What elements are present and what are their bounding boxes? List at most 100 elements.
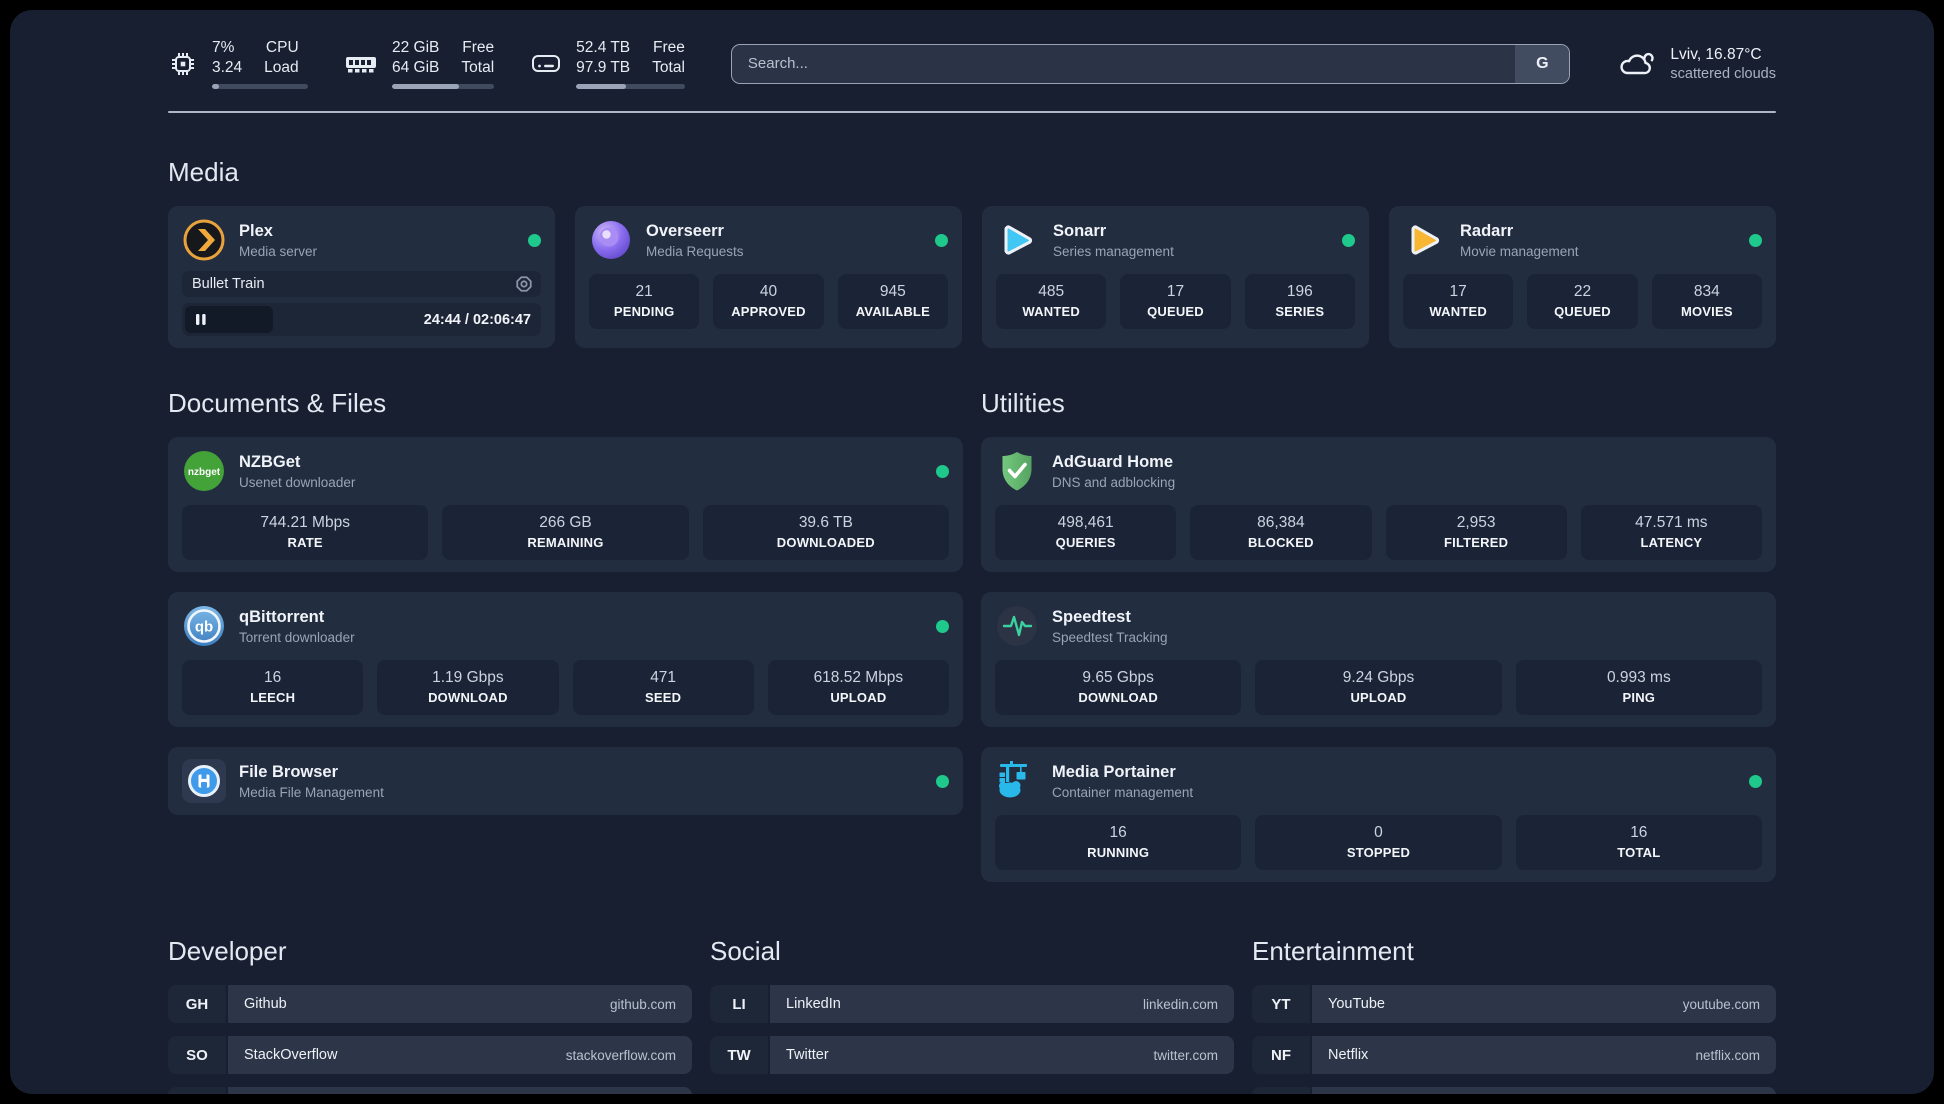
speedtest-card-head[interactable]: Speedtest Speedtest Tracking — [995, 604, 1762, 648]
radarr-card-head[interactable]: Radarr Movie management — [1403, 218, 1762, 262]
bookmark-abbr: SO — [168, 1036, 226, 1075]
bookmark-name: LinkedIn — [786, 996, 841, 1013]
status-dot — [936, 774, 949, 788]
stat-tile: 1.19 Gbps DOWNLOAD — [377, 660, 559, 716]
service-desc: Media File Management — [239, 784, 384, 800]
service-desc: Container management — [1052, 784, 1194, 800]
service-desc: Speedtest Tracking — [1052, 629, 1168, 645]
portainer-card[interactable]: Media Portainer Container management 16 … — [981, 747, 1776, 883]
weather-location: Lviv, 16.87°C — [1670, 45, 1762, 63]
memory-progress-bar — [392, 84, 495, 90]
qbittorrent-card[interactable]: qb qBittorrent Torrent downloader 16 LEE… — [168, 592, 963, 728]
middle-sections: Documents & Files nzbget NZBGet Usenet d — [168, 388, 1776, 883]
bookmark-twitter[interactable]: TW Twitter twitter.com — [710, 1036, 1234, 1075]
bookmark-bar: DEV dev.to — [228, 1087, 692, 1094]
search-input[interactable] — [731, 44, 1516, 83]
service-desc: Media server — [239, 243, 318, 259]
social-section-title: Social — [710, 936, 781, 967]
svg-text:nzbget: nzbget — [188, 467, 221, 478]
filebrowser-card-head[interactable]: File Browser Media File Management — [182, 759, 949, 804]
adguard-icon — [995, 449, 1039, 493]
stat-label: PENDING — [613, 304, 675, 320]
cpu-load-label: Load — [264, 59, 299, 77]
bookmark-name: Twitter — [786, 1047, 829, 1064]
top-bar: 7% 3.24 CPU Load — [168, 38, 1776, 90]
memory-total-value: 64 GiB — [392, 59, 440, 77]
bookmark-stackoverflow[interactable]: SO StackOverflow stackoverflow.com — [168, 1036, 692, 1075]
bookmark-dev[interactable]: DT DEV dev.to — [168, 1087, 692, 1094]
pause-button[interactable] — [185, 306, 273, 334]
stat-tile: 16 TOTAL — [1515, 815, 1762, 871]
bookmark-linkedin[interactable]: LI LinkedIn linkedin.com — [710, 985, 1234, 1024]
entertainment-section: Entertainment YT YouTube youtube.com NF … — [1252, 936, 1776, 1094]
portainer-icon — [995, 759, 1039, 803]
bookmark-url: youtube.com — [1682, 996, 1760, 1012]
settings-gear-icon[interactable] — [515, 275, 533, 293]
search-engine-button[interactable]: G — [1515, 44, 1570, 83]
bookmark-youtube[interactable]: YT YouTube youtube.com — [1252, 985, 1776, 1024]
stat-value: 40 — [759, 283, 778, 301]
disk-progress-bar — [576, 84, 685, 90]
nzbget-card-head[interactable]: nzbget NZBGet Usenet downloader — [182, 449, 949, 493]
bookmark-bar: StackOverflow stackoverflow.com — [228, 1036, 692, 1075]
nzbget-card[interactable]: nzbget NZBGet Usenet downloader 744.21 M… — [168, 437, 963, 573]
overseerr-icon — [589, 218, 633, 262]
service-name: Overseerr — [646, 221, 724, 240]
service-desc: Usenet downloader — [239, 474, 356, 490]
qbittorrent-stats: 16 LEECH 1.19 Gbps DOWNLOAD 471 SEED 6 — [182, 660, 949, 716]
bookmark-abbr: RE — [1252, 1087, 1310, 1094]
portainer-card-head[interactable]: Media Portainer Container management — [995, 759, 1762, 803]
service-name: Radarr — [1460, 221, 1514, 240]
stat-label: QUEUED — [1147, 304, 1204, 320]
service-name: AdGuard Home — [1052, 452, 1174, 471]
status-dot — [936, 464, 949, 478]
stat-value: 17 — [1166, 283, 1185, 301]
qbittorrent-card-head[interactable]: qb qBittorrent Torrent downloader — [182, 604, 949, 648]
stat-label: UPLOAD — [1350, 690, 1407, 706]
bookmark-bar: Netflix netflix.com — [1312, 1036, 1776, 1075]
stat-value: 0 — [1374, 824, 1383, 842]
bookmark-github[interactable]: GH Github github.com — [168, 985, 692, 1024]
adguard-card[interactable]: AdGuard Home DNS and adblocking 498,461 … — [981, 437, 1776, 573]
service-desc: Movie management — [1460, 243, 1579, 259]
stat-tile: 16 RUNNING — [995, 815, 1242, 871]
overseerr-card-head[interactable]: Overseerr Media Requests — [589, 218, 948, 262]
speedtest-card[interactable]: Speedtest Speedtest Tracking 9.65 Gbps D… — [981, 592, 1776, 728]
status-dot — [1749, 233, 1762, 247]
adguard-card-head[interactable]: AdGuard Home DNS and adblocking — [995, 449, 1762, 493]
stat-value: 47.571 ms — [1635, 514, 1708, 532]
status-dot — [528, 233, 541, 247]
plex-card-head[interactable]: Plex Media server — [182, 218, 541, 262]
radarr-card[interactable]: Radarr Movie management 17 WANTED 22 QUE… — [1389, 206, 1776, 349]
plex-card[interactable]: Plex Media server Bullet Train — [168, 206, 555, 349]
sonarr-card[interactable]: Sonarr Series management 485 WANTED 17 Q… — [982, 206, 1369, 349]
svg-text:qb: qb — [195, 619, 213, 636]
bookmark-bar: Reddit reddit.com — [1312, 1087, 1776, 1094]
stat-value: 485 — [1038, 283, 1065, 301]
overseerr-card[interactable]: Overseerr Media Requests 21 PENDING 40 A… — [575, 206, 962, 349]
stat-label: QUERIES — [1055, 535, 1116, 551]
stat-value: 9.24 Gbps — [1342, 669, 1415, 687]
bookmark-name: Netflix — [1328, 1047, 1369, 1064]
cpu-usage-label: CPU — [265, 39, 299, 56]
social-bookmarks: LI LinkedIn linkedin.com TW Twitter twit… — [710, 985, 1234, 1075]
stat-label: SEED — [645, 690, 682, 706]
stat-value: 39.6 TB — [798, 514, 853, 532]
stat-label: WANTED — [1022, 304, 1080, 320]
filebrowser-card[interactable]: File Browser Media File Management — [168, 747, 963, 816]
bookmark-reddit[interactable]: RE Reddit reddit.com — [1252, 1087, 1776, 1094]
stat-label: DOWNLOAD — [1078, 690, 1158, 706]
stat-label: RUNNING — [1087, 845, 1150, 861]
bookmark-netflix[interactable]: NF Netflix netflix.com — [1252, 1036, 1776, 1075]
cpu-stat: 7% 3.24 CPU Load — [168, 38, 308, 90]
stat-value: 9.65 Gbps — [1082, 669, 1154, 687]
stat-tile: 266 GB REMAINING — [442, 505, 689, 561]
memory-icon — [344, 51, 378, 77]
cpu-icon — [168, 49, 198, 79]
sonarr-card-head[interactable]: Sonarr Series management — [996, 218, 1355, 262]
stat-tile: 0.993 ms PING — [1515, 660, 1762, 716]
system-stats: 7% 3.24 CPU Load — [168, 38, 685, 90]
bookmark-name: Github — [244, 996, 287, 1013]
stat-label: SERIES — [1275, 304, 1325, 320]
utilities-section: Utilities — [981, 388, 1776, 883]
